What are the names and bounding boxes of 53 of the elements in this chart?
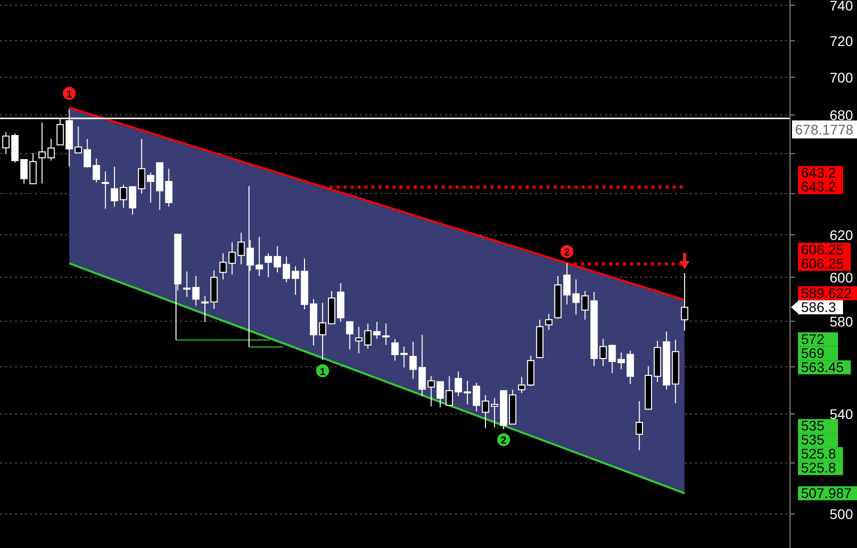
text: 586.3 xyxy=(801,298,836,315)
text: 643.2 xyxy=(801,164,836,181)
text: 569 xyxy=(801,344,825,361)
candlestick xyxy=(201,295,209,322)
candlestick xyxy=(482,394,490,429)
text: 535 xyxy=(801,432,825,448)
candlestick xyxy=(38,122,46,184)
text: 572 xyxy=(801,330,825,347)
candlestick xyxy=(572,278,580,316)
text: 563.45 xyxy=(801,358,844,375)
candlestick xyxy=(102,170,110,210)
text: 525.8 xyxy=(801,460,836,476)
text: 589.622 xyxy=(801,284,852,301)
candlestick xyxy=(128,186,136,216)
candlestick xyxy=(472,382,480,412)
text: 525.8 xyxy=(801,446,836,462)
candlestick xyxy=(47,138,55,162)
candlestick xyxy=(292,266,300,296)
y-tick-label: 580 xyxy=(830,313,854,330)
annotation: 1 xyxy=(320,366,326,378)
y-tick-label: 500 xyxy=(830,506,854,522)
annotation: 1 xyxy=(66,89,72,100)
y-tick-label: 700 xyxy=(830,69,854,86)
candlestick xyxy=(120,184,128,208)
y-tick-label: 540 xyxy=(830,406,854,422)
candlestick xyxy=(20,159,28,184)
candlestick xyxy=(563,262,571,305)
candlestick xyxy=(680,272,688,332)
ref-line-label: 678.1778 xyxy=(795,121,854,138)
candlestick xyxy=(545,313,553,330)
annotation: 2 xyxy=(564,248,570,259)
candlestick xyxy=(490,398,498,428)
candlestick xyxy=(581,290,589,320)
candlestick xyxy=(29,152,37,184)
candlestick xyxy=(110,166,118,208)
text: 643.2 xyxy=(801,178,836,195)
text: 606.25 xyxy=(801,255,844,272)
candlestick xyxy=(400,346,408,368)
y-tick-label: 720 xyxy=(830,32,854,49)
y-tick-label: 740 xyxy=(830,0,854,14)
candlestick xyxy=(636,400,643,451)
text: 507.987 xyxy=(801,484,852,501)
y-tick-label: 680 xyxy=(830,106,854,123)
annotation: 2 xyxy=(500,436,507,447)
candlestick xyxy=(219,252,227,280)
y-tick-label: 620 xyxy=(830,226,854,243)
candlestick xyxy=(382,323,390,346)
text: 606.25 xyxy=(801,241,844,258)
y-tick-label: 600 xyxy=(830,269,854,286)
candlestick xyxy=(346,321,354,350)
candlestick xyxy=(2,132,10,154)
candlestick xyxy=(391,338,399,362)
text: 535 xyxy=(801,418,825,434)
